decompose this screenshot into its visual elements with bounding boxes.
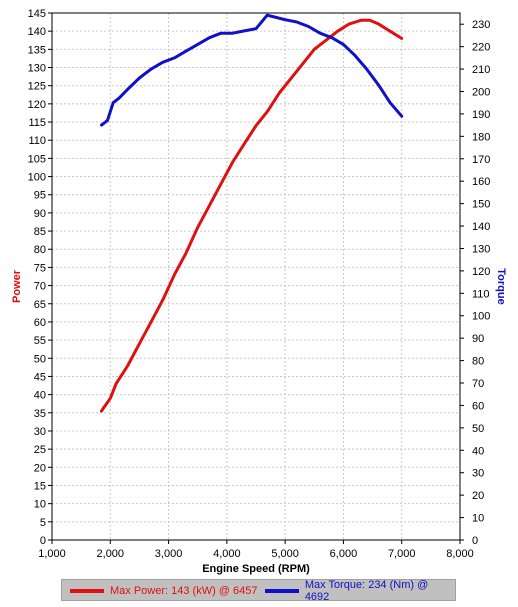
right-tick-label-17: 170 (472, 154, 490, 166)
left-tick-label-29: 145 (28, 8, 46, 20)
left-tick-label-7: 35 (34, 408, 46, 420)
left-tick-label-17: 85 (34, 226, 46, 238)
left-tick-label-26: 130 (28, 63, 46, 75)
right-axis-title: Torque (495, 268, 507, 304)
right-tick-label-7: 70 (472, 378, 484, 390)
right-tick-label-15: 150 (472, 199, 490, 211)
left-tick-label-24: 120 (28, 99, 46, 111)
left-tick-label-3: 15 (34, 480, 46, 492)
left-tick-label-20: 100 (28, 172, 46, 184)
right-tick-label-11: 110 (472, 288, 490, 300)
right-axis-ticks: 0 10 20 30 40 50 60 70 80 90 100 110 120 130 140 150 160… (460, 19, 490, 547)
x-tick-label-0: 1,000 (38, 548, 66, 560)
right-tick-label-10: 100 (472, 311, 490, 323)
x-tick-label-6: 7,000 (388, 548, 416, 560)
left-tick-label-12: 60 (34, 317, 46, 329)
left-tick-label-9: 45 (34, 371, 46, 383)
series-line-power (100, 18, 404, 413)
legend: Max Power: 143 (kW) @ 6457 Max Torque: 2… (61, 579, 456, 603)
left-tick-label-21: 105 (28, 153, 46, 165)
left-tick-label-4: 20 (34, 462, 46, 474)
series-lines (100, 13, 404, 413)
legend-swatch-torque (265, 589, 299, 593)
left-tick-label-16: 80 (34, 244, 46, 256)
x-tick-label-5: 6,000 (330, 548, 358, 560)
right-tick-label-5: 50 (472, 423, 484, 435)
right-tick-label-14: 140 (472, 221, 490, 233)
right-tick-label-1: 10 (472, 513, 484, 525)
left-tick-label-23: 115 (28, 117, 46, 129)
plot-frame (51, 12, 461, 541)
left-tick-label-8: 40 (34, 390, 46, 402)
left-tick-label-10: 50 (34, 353, 46, 365)
left-tick-label-2: 10 (34, 499, 46, 511)
legend-label-torque: Max Torque: 234 (Nm) @ 4692 (304, 579, 429, 603)
series-line-torque (100, 13, 404, 127)
left-tick-label-18: 90 (34, 208, 46, 220)
left-tick-label-22: 110 (28, 135, 46, 147)
legend-swatch-power (70, 589, 104, 593)
grid-lines (51, 12, 461, 541)
x-tick-label-4: 5,000 (271, 548, 299, 560)
right-tick-label-12: 120 (472, 266, 490, 278)
legend-label-power: Max Power: 143 (kW) @ 6457 (110, 585, 258, 597)
left-axis-title: Power (11, 269, 23, 303)
left-tick-label-28: 140 (28, 26, 46, 38)
legend-item-torque: Max Torque: 234 (Nm) @ 4692 (265, 579, 455, 603)
right-tick-label-18: 180 (472, 131, 490, 143)
x-axis-title: Engine Speed (RPM) (202, 563, 310, 575)
right-tick-label-21: 210 (472, 64, 490, 76)
x-tick-label-1: 2,000 (97, 548, 125, 560)
right-tick-label-6: 60 (472, 400, 484, 412)
left-tick-label-0: 0 (40, 535, 46, 547)
left-tick-label-1: 5 (40, 517, 46, 529)
right-tick-label-22: 220 (472, 42, 490, 54)
left-axis-ticks: 0 5 10 15 20 25 30 35 40 45 50 55 60 65 70 75 80 85 90 95 10… (28, 8, 52, 547)
right-tick-label-2: 20 (472, 490, 484, 502)
legend-item-power: Max Power: 143 (kW) @ 6457 (70, 583, 258, 599)
right-tick-label-4: 40 (472, 445, 484, 457)
left-tick-label-19: 95 (34, 190, 46, 202)
right-tick-label-23: 230 (472, 19, 490, 31)
left-tick-label-5: 25 (34, 444, 46, 456)
x-tick-label-3: 4,000 (213, 548, 241, 560)
right-tick-label-16: 160 (472, 176, 490, 188)
right-tick-label-19: 190 (472, 109, 490, 121)
left-tick-label-27: 135 (28, 44, 46, 56)
left-tick-label-15: 75 (34, 262, 46, 274)
right-tick-label-9: 90 (472, 333, 484, 345)
left-tick-label-11: 55 (34, 335, 46, 347)
x-tick-label-2: 3,000 (155, 548, 183, 560)
left-tick-label-25: 125 (28, 81, 46, 93)
left-tick-label-6: 30 (34, 426, 46, 438)
right-tick-label-13: 130 (472, 243, 490, 255)
left-tick-label-13: 65 (34, 299, 46, 311)
right-tick-label-3: 30 (472, 468, 484, 480)
right-tick-label-0: 0 (472, 535, 478, 547)
x-axis-ticks: 1,000 2,000 3,000 4,000 5,000 6,000 7,000 8,000 (38, 540, 474, 560)
left-tick-label-14: 70 (34, 281, 46, 293)
right-tick-label-8: 80 (472, 356, 484, 368)
x-tick-label-7: 8,000 (446, 548, 474, 560)
right-tick-label-20: 200 (472, 86, 490, 98)
